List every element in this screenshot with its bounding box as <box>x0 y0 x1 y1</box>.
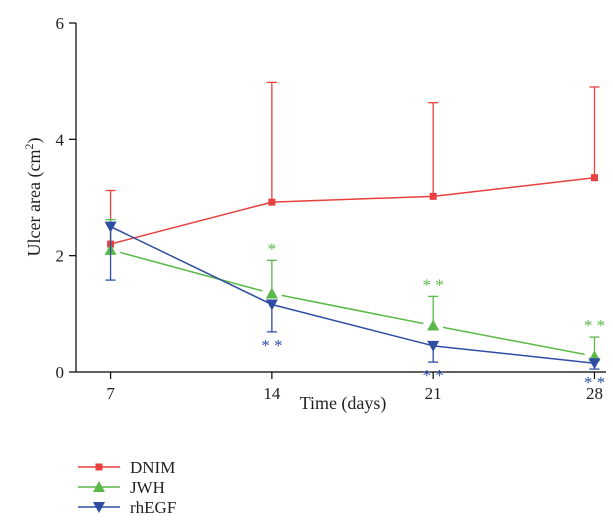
series-line-rhegf <box>433 345 595 365</box>
series-line-rhegf <box>110 225 273 306</box>
series-line-jwh <box>120 251 263 292</box>
x-axis-title: Time (days) <box>300 393 387 414</box>
significance-label-jwh: * <box>268 239 277 258</box>
series-line-dnim <box>433 176 595 198</box>
data-point-dnim <box>268 198 276 206</box>
data-point-dnim <box>429 192 437 200</box>
y-axis-title-tail: ) <box>24 138 45 144</box>
legend-marker-jwh <box>93 481 105 492</box>
series-jwh: * * * * * <box>104 218 605 362</box>
significance-label-jwh: * * <box>423 275 444 294</box>
x-tick-label: 14 <box>263 384 281 403</box>
data-point-rhegf <box>427 340 440 352</box>
data-point-jwh <box>265 287 278 299</box>
significance-label-rhegf: * * <box>261 336 282 355</box>
series-line-dnim <box>271 195 434 203</box>
series-line-dnim <box>110 201 273 245</box>
legend-marker-rhegf <box>93 502 105 513</box>
legend-marker-dnim <box>95 463 103 471</box>
significance-label-rhegf: * * <box>423 366 444 385</box>
y-tick-label: 6 <box>56 14 65 33</box>
y-axis-title-main: Ulcer area (cm <box>24 150 45 257</box>
legend-item-rhegf: rhEGF <box>78 498 176 517</box>
legend-label-dnim: DNIM <box>130 458 175 477</box>
y-axis-title: Ulcer area (cm2) <box>22 138 45 257</box>
series-rhegf: * * * * * * <box>104 221 605 392</box>
significance-label-rhegf: * * <box>584 373 605 392</box>
x-tick-label: 28 <box>586 384 603 403</box>
series-dnim <box>105 81 600 248</box>
legend-item-dnim: DNIM <box>78 458 175 477</box>
y-tick-label: 2 <box>56 247 65 266</box>
x-tick-label: 7 <box>106 384 115 403</box>
data-point-rhegf <box>265 299 278 311</box>
legend-item-jwh: JWH <box>78 478 165 497</box>
series-line-jwh <box>442 326 585 356</box>
legend-label-rhegf: rhEGF <box>130 498 176 517</box>
series-line-jwh <box>281 294 424 325</box>
data-point-rhegf <box>104 221 117 233</box>
axes: 0 2 4 6 7 14 21 28 <box>56 14 606 403</box>
data-point-jwh <box>427 319 440 331</box>
y-tick-label: 4 <box>56 130 65 149</box>
x-tick-label: 21 <box>425 384 442 403</box>
data-point-dnim <box>590 174 598 182</box>
y-tick-label: 0 <box>56 363 65 382</box>
data-point-rhegf <box>588 358 601 370</box>
legend-label-jwh: JWH <box>130 478 165 497</box>
y-axis-title-superscript: 2 <box>22 144 36 150</box>
series-line-rhegf <box>271 303 434 347</box>
significance-label-jwh: * * <box>584 316 605 335</box>
series-layer: * * * * * * * * * * * <box>104 81 605 392</box>
